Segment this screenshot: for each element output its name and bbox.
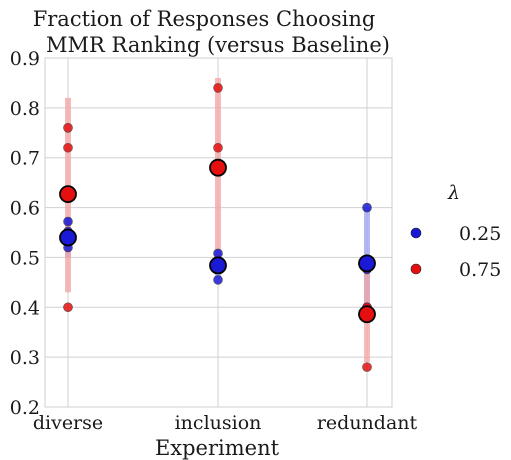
tick-layer: 0.2 0.3 0.4 0.5 0.6 0.7 0.8 0.9 diverse inclusion… — [10, 48, 418, 434]
legend-marker — [410, 263, 422, 275]
y-tick-label: 0.6 — [10, 198, 40, 220]
legend-label: 0.75 — [459, 259, 501, 281]
chart-title-line-2: MMR Ranking (versus Baseline) — [46, 33, 390, 57]
y-tick-label: 0.2 — [10, 397, 40, 419]
x-tick-label: diverse — [33, 412, 103, 434]
data-point — [362, 362, 372, 372]
mean-marker — [358, 254, 376, 273]
mean-marker — [59, 185, 77, 204]
data-point — [213, 142, 223, 153]
y-tick-label: 0.9 — [10, 48, 40, 70]
y-tick-label: 0.7 — [10, 148, 40, 170]
data-point — [362, 202, 372, 213]
mean-marker — [358, 305, 376, 324]
data-point — [63, 142, 73, 153]
data-point — [63, 302, 73, 313]
y-tick-label: 0.4 — [10, 297, 40, 319]
x-tick-label: redundant — [317, 412, 418, 434]
plot-frame — [44, 57, 393, 408]
legend-title: λ — [447, 182, 460, 204]
data-point — [63, 216, 73, 227]
mean-marker — [59, 228, 77, 247]
legend-marker — [410, 227, 422, 239]
mean-marker — [209, 158, 227, 177]
y-tick-label: 0.5 — [10, 247, 40, 269]
y-tick-label: 0.8 — [10, 98, 40, 120]
x-axis-label: Experiment — [155, 436, 280, 460]
data-point — [213, 83, 223, 93]
x-tick-label: inclusion — [175, 412, 262, 434]
data-point — [63, 123, 73, 133]
y-tick-label: 0.3 — [10, 347, 40, 369]
data-point — [213, 275, 223, 285]
chart-title-line-1: Fraction of Responses Choosing — [33, 7, 376, 31]
mean-marker — [209, 256, 227, 275]
legend-label: 0.25 — [459, 223, 501, 245]
point-layer — [59, 83, 376, 372]
legend: λ 0.25 0.75 — [410, 182, 501, 281]
